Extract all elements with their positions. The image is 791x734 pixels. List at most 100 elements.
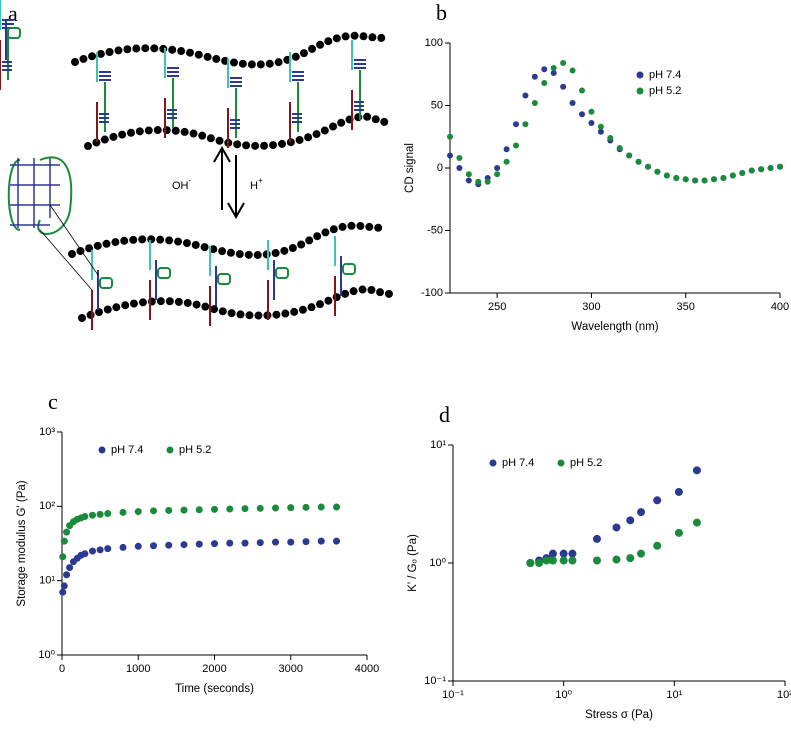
data-point <box>59 588 67 596</box>
data-point <box>195 540 203 548</box>
data-point <box>653 541 662 550</box>
data-point <box>494 165 501 171</box>
crosslinks <box>0 0 367 331</box>
data-point <box>748 167 755 174</box>
y-axis-label: CD signal <box>404 143 416 193</box>
data-point <box>211 540 218 548</box>
data-point <box>513 142 519 149</box>
data-point <box>241 539 249 547</box>
data-point <box>256 504 264 512</box>
data-point <box>59 553 67 561</box>
data-point <box>767 165 774 171</box>
y-tick-label: 10⁰ <box>429 557 446 569</box>
data-point <box>692 518 701 527</box>
y-tick-label: 10² <box>39 500 55 512</box>
data-point <box>241 505 249 513</box>
data-point <box>612 523 621 532</box>
y-tick-label: 0 <box>437 162 443 174</box>
data-point <box>272 504 279 512</box>
data-point <box>272 538 279 546</box>
data-point <box>739 170 746 176</box>
legend-label: pH 7.4 <box>111 444 143 456</box>
data-point <box>654 168 661 175</box>
data-point <box>447 152 453 159</box>
data-point <box>777 163 783 170</box>
data-point <box>729 172 736 179</box>
data-point <box>626 152 633 159</box>
x-tick-label: 400 <box>771 301 789 313</box>
data-point <box>475 178 482 185</box>
data-point <box>195 506 203 514</box>
data-point <box>81 512 89 520</box>
data-point <box>541 80 548 86</box>
data-point <box>456 165 463 171</box>
y-tick-label: 10⁰ <box>38 649 55 661</box>
x-tick-label: 3000 <box>279 663 303 675</box>
panel-label: c <box>48 389 58 414</box>
data-point <box>626 554 635 563</box>
data-point <box>60 582 68 590</box>
data-point <box>560 60 567 66</box>
panel-label: b <box>436 0 447 25</box>
data-point <box>682 176 689 183</box>
legend-marker <box>636 87 644 95</box>
legend-marker <box>557 459 565 467</box>
data-point <box>503 158 510 165</box>
data-point <box>592 556 601 565</box>
data-point <box>456 155 463 161</box>
data-point <box>447 133 453 140</box>
data-point <box>592 534 601 543</box>
data-point <box>548 549 557 558</box>
y-tick-label: 10¹ <box>430 439 446 451</box>
data-point <box>119 543 127 551</box>
data-point <box>119 508 127 516</box>
data-point <box>674 528 683 537</box>
data-point <box>550 65 557 71</box>
x-axis-label: Stress σ (Pa) <box>585 709 653 721</box>
data-point <box>568 549 577 558</box>
data-point <box>653 496 662 505</box>
data-point <box>579 111 585 118</box>
data-point <box>674 487 683 496</box>
data-point <box>758 166 765 173</box>
data-point <box>569 100 576 106</box>
data-point <box>104 545 112 553</box>
data-point <box>550 70 557 76</box>
strands <box>68 31 394 322</box>
data-point <box>256 539 264 547</box>
data-point <box>673 175 680 181</box>
data-point <box>134 542 142 550</box>
x-tick-label: 10⁰ <box>555 689 572 701</box>
data-point <box>559 556 568 565</box>
data-point <box>302 538 310 546</box>
data-point <box>104 510 112 518</box>
data-point <box>711 176 717 183</box>
legend-marker <box>636 71 644 79</box>
y-tick-label: 50 <box>431 99 443 111</box>
data-point <box>637 508 646 517</box>
data-point <box>626 516 635 525</box>
panel-label: d <box>439 402 450 427</box>
base-text: OH <box>172 180 189 192</box>
legend-label: pH 5.2 <box>179 444 211 456</box>
data-point <box>542 556 551 565</box>
x-tick-label: 10⁻¹ <box>442 689 464 701</box>
base-label: OH- <box>172 176 192 192</box>
y-tick-label: 100 <box>425 37 443 49</box>
data-point <box>692 177 699 184</box>
x-tick-label: 1000 <box>126 663 150 675</box>
y-tick-label: 10⁻¹ <box>424 675 446 687</box>
data-point <box>522 121 529 128</box>
legend-label: pH 5.2 <box>570 457 602 469</box>
data-point <box>317 537 325 545</box>
legend-label: pH 5.2 <box>649 85 681 97</box>
data-point <box>465 177 472 184</box>
data-point <box>226 539 234 547</box>
data-point <box>226 505 234 513</box>
data-point <box>568 556 577 565</box>
y-tick-label: 10¹ <box>39 575 55 587</box>
data-point <box>333 503 340 511</box>
data-point <box>559 549 568 558</box>
data-point <box>522 92 529 99</box>
